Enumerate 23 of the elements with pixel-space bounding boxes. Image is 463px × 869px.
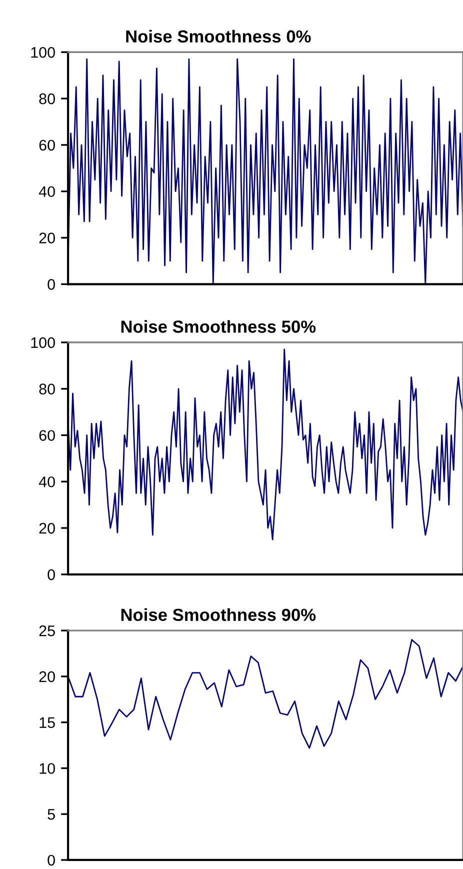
y-tick-label: 10 [40,763,55,774]
y-tick-label: 0 [48,569,55,580]
y-tick-label: 25 [39,625,55,636]
y-tick-label: 0 [48,854,55,866]
line-series [68,639,463,749]
chart-title: Noise Smoothness 90% [121,608,316,621]
y-tick-label: 80 [39,93,55,104]
y-tick-label: 40 [38,476,55,488]
line-series [68,348,463,540]
y-tick-label: 20 [39,671,55,682]
y-tick-label: 0 [48,279,55,290]
y-tick-label: 20 [39,522,55,534]
y-tick-label: 60 [39,430,55,441]
y-tick-label: 5 [48,809,55,820]
chart-title: Noise Smoothness 50% [121,320,316,333]
y-tick-label: 20 [39,232,55,244]
y-tick-label: 100 [31,337,55,348]
y-tick-label: 40 [38,186,55,198]
y-tick-label: 15 [40,717,55,728]
chart-title: Noise Smoothness 0% [126,30,311,43]
y-tick-label: 80 [39,384,55,394]
y-tick-label: 100 [31,47,55,58]
y-tick-label: 60 [39,140,55,151]
